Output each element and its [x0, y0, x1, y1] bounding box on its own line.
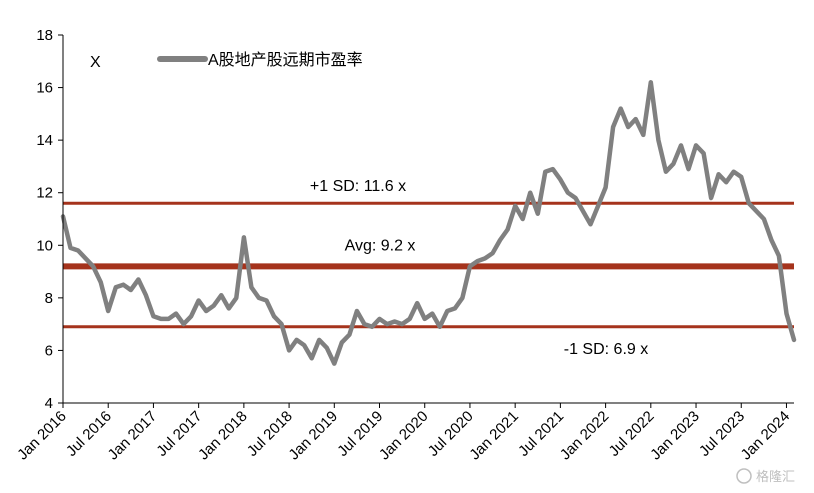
y-tick-label: 8	[45, 290, 53, 307]
x-tick-label: Jan 2024	[738, 408, 794, 464]
reference-lines	[63, 201, 794, 329]
reference-line-label: +1 SD: 11.6 x	[310, 178, 406, 195]
x-tick-label: Jan 2018	[195, 408, 251, 464]
y-tick-label: 18	[36, 27, 53, 44]
x-tick-label: Jan 2022	[557, 408, 613, 464]
y-ticks: 4 6 8 10 12 14 16 18	[36, 27, 63, 412]
reference-line-label: -1 SD: 6.9 x	[564, 341, 648, 358]
y-tick-label: 14	[36, 132, 53, 149]
reference-line-label: Avg: 9.2 x	[345, 237, 416, 254]
x-tick-label: Jan 2023	[647, 408, 703, 464]
x-tick-label: Jan 2019	[285, 408, 341, 464]
y-tick-label: 12	[36, 185, 53, 202]
y-tick-label: 6	[45, 342, 53, 359]
legend-label: A股地产股远期市盈率	[208, 51, 363, 69]
reference-labels: +1 SD: 11.6 x Avg: 9.2 x -1 SD: 6.9 x	[310, 178, 648, 358]
watermark-text: 格隆汇	[756, 469, 795, 484]
watermark: 格隆汇	[736, 468, 795, 484]
legend: A股地产股远期市盈率	[157, 51, 363, 69]
x-tick-label: Jan 2021	[466, 408, 522, 464]
axes	[62, 35, 794, 404]
x-tick-label: Jan 2020	[376, 408, 432, 464]
series-line-real-estate-forward-pe	[60, 80, 797, 366]
series-layer	[60, 80, 797, 366]
y-tick-label: 16	[36, 80, 53, 97]
unit-label: X	[90, 54, 101, 71]
y-tick-label: 4	[45, 395, 53, 412]
x-tick-label: Jan 2016	[14, 408, 70, 464]
watermark-logo-icon	[736, 468, 752, 484]
y-tick-label: 10	[36, 237, 53, 254]
x-tick-label: Jan 2017	[105, 408, 161, 464]
